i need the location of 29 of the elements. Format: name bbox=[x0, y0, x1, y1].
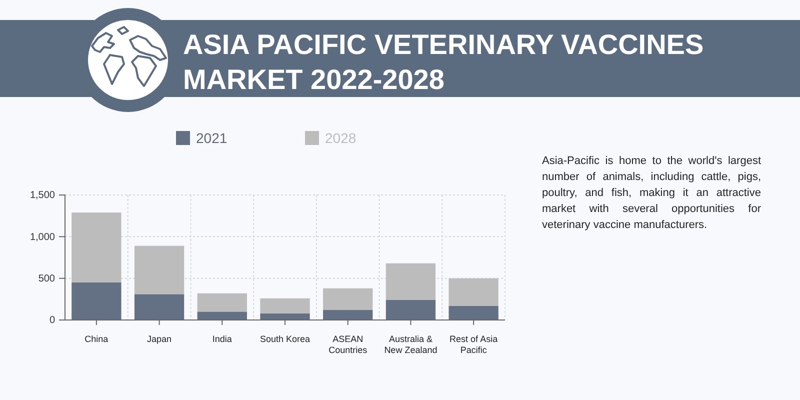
x-tick-label: Australia & New Zealand bbox=[384, 334, 438, 355]
bar bbox=[72, 282, 122, 320]
x-tick-label: India bbox=[212, 334, 232, 344]
bar bbox=[260, 313, 310, 320]
y-tick-label: 1,000 bbox=[30, 232, 56, 243]
bar bbox=[448, 306, 498, 320]
x-tick-label: South Korea bbox=[260, 334, 310, 344]
bar bbox=[197, 293, 247, 312]
y-tick-label: 1,500 bbox=[30, 190, 56, 202]
legend-label: 2021 bbox=[196, 130, 228, 146]
bar bbox=[386, 300, 436, 320]
text: Asia-Pacific is home to the world's largest number of animals, including cattle, pigs, poultry, and fish, making it an attractive market with several opportunities for veterinary vaccine manufacturers. bbox=[542, 154, 761, 233]
bar bbox=[323, 310, 373, 320]
x-tick-label: China bbox=[84, 334, 108, 344]
bar bbox=[134, 294, 184, 320]
legend-label: 2028 bbox=[325, 130, 356, 146]
bar bbox=[134, 246, 184, 294]
chart-title: ASIA PACIFIC VETERINARY VACCINES MARKET 2022-2028 bbox=[183, 29, 704, 95]
bar bbox=[260, 298, 310, 314]
x-tick-label: Rest of Asia Pacific bbox=[450, 334, 498, 355]
bar bbox=[386, 263, 436, 300]
x-tick-label: ASEAN Countries bbox=[328, 334, 368, 355]
bar bbox=[448, 278, 498, 306]
bar bbox=[197, 312, 247, 320]
bar bbox=[323, 288, 373, 310]
y-tick-label: 0 bbox=[49, 315, 56, 326]
bar bbox=[72, 212, 122, 282]
x-tick-label: Japan bbox=[147, 334, 172, 344]
y-tick-label: 500 bbox=[38, 274, 56, 285]
